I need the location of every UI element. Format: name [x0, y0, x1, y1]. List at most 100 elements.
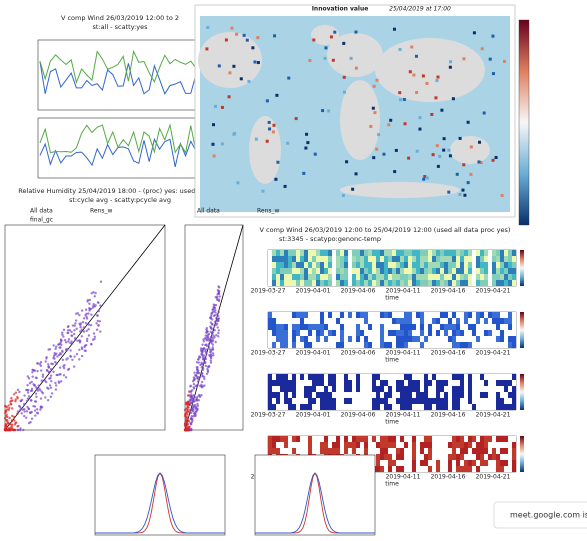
cell [392, 250, 396, 256]
cell [492, 436, 496, 442]
cell [344, 256, 348, 262]
cell [304, 442, 308, 448]
cell [388, 250, 392, 256]
point [16, 410, 20, 413]
station [466, 120, 470, 124]
cell [360, 280, 364, 286]
station [491, 34, 495, 38]
cell [284, 398, 288, 404]
cell [296, 336, 300, 342]
cell [368, 280, 372, 286]
cell [276, 442, 280, 448]
point [199, 347, 203, 350]
cell [288, 312, 292, 318]
cell [336, 374, 340, 380]
cell [324, 404, 328, 410]
station [228, 71, 232, 75]
cell [452, 256, 456, 262]
point [99, 304, 102, 307]
cell [388, 324, 392, 330]
station [458, 136, 462, 140]
cell [292, 374, 296, 380]
station [265, 99, 269, 103]
cell [276, 380, 280, 386]
map-title: Innovation value [312, 6, 369, 13]
point [8, 406, 11, 410]
cell [452, 330, 456, 336]
cell [436, 312, 440, 318]
cell [376, 466, 380, 472]
cell [444, 336, 448, 342]
cell [384, 342, 388, 348]
cell [508, 380, 512, 386]
cell [432, 250, 436, 256]
cell [504, 404, 508, 410]
cell [268, 442, 272, 448]
cell [344, 280, 348, 286]
cell [364, 330, 368, 336]
cell [500, 330, 504, 336]
cell [400, 274, 404, 280]
cell [488, 318, 492, 324]
cell [392, 398, 396, 404]
cell [356, 318, 360, 324]
point [88, 302, 91, 305]
cell [412, 262, 416, 268]
cell [464, 392, 468, 398]
cell [472, 280, 476, 286]
point [54, 381, 57, 385]
cell [276, 324, 280, 330]
cell [276, 256, 280, 262]
point [202, 375, 206, 379]
cell [480, 442, 484, 448]
point [5, 405, 9, 409]
cell [288, 392, 292, 398]
cell [336, 318, 340, 324]
cell [344, 324, 348, 330]
cell [360, 318, 364, 324]
point [94, 292, 97, 295]
cell [384, 436, 388, 442]
cell [404, 374, 408, 380]
station [321, 109, 325, 113]
cell [484, 454, 488, 460]
date-label: 2019-04-06 [341, 288, 376, 295]
cell [376, 398, 380, 404]
point [22, 428, 25, 432]
point [68, 329, 72, 332]
cell [384, 392, 388, 398]
cell [332, 312, 336, 318]
cell [504, 330, 508, 336]
cell [416, 436, 420, 442]
cell [316, 392, 320, 398]
axis-label: time [385, 295, 399, 302]
cell [404, 256, 408, 262]
cell [328, 324, 332, 330]
cell [324, 268, 328, 274]
point [39, 361, 43, 364]
cell [340, 274, 344, 280]
point [13, 423, 17, 426]
cell [328, 250, 332, 256]
cell [428, 274, 432, 280]
cell [512, 398, 516, 404]
cell [496, 442, 500, 448]
cell [428, 442, 432, 448]
cell [408, 466, 412, 472]
cell [352, 256, 356, 262]
point [197, 378, 201, 381]
cell [296, 330, 300, 336]
point [13, 419, 16, 422]
point [209, 359, 212, 362]
point [67, 338, 71, 341]
cell [476, 250, 480, 256]
cell [500, 268, 504, 274]
point [19, 428, 22, 432]
point [26, 391, 30, 394]
cell [436, 250, 440, 256]
cell [412, 274, 416, 280]
cell [504, 398, 508, 404]
point [194, 411, 197, 414]
cell [412, 404, 416, 410]
cell [436, 466, 440, 472]
